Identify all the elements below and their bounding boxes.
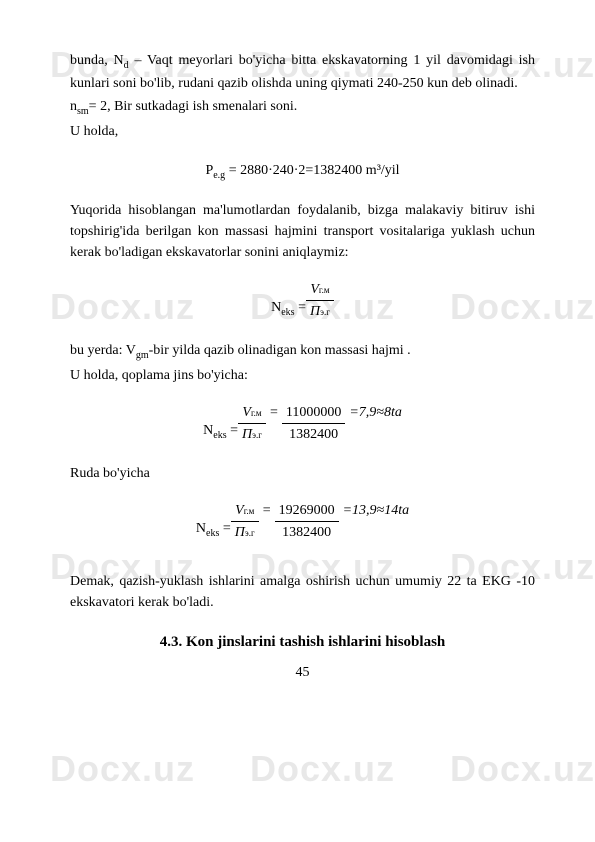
- paragraph-8: Demak, qazish-yuklash ishlarini amalga o…: [70, 571, 535, 613]
- formula-3: Neks = Vг.м Пэ.г = 11000000 1382400 =7,9…: [70, 402, 535, 445]
- paragraph-6: U holda, qoplama jins bo'yicha:: [70, 365, 535, 386]
- section-title: 4.3. Kon jinslarini tashish ishlarini hi…: [70, 631, 535, 654]
- paragraph-1: bunda, Nd – Vaqt meyorlari bo'yicha bitt…: [70, 50, 535, 94]
- formula-2: Neks = Vг.м Пэ.г: [70, 279, 535, 322]
- page-number: 45: [70, 662, 535, 683]
- paragraph-5: bu yerda: Vgm-bir yilda qazib olinadigan…: [70, 340, 535, 363]
- paragraph-4: Yuqorida hisoblangan ma'lumotlardan foyd…: [70, 200, 535, 263]
- paragraph-7: Ruda bo'yicha: [70, 463, 535, 484]
- watermark: Docx.uz: [250, 742, 395, 796]
- watermark: Docx.uz: [50, 742, 195, 796]
- watermark: Docx.uz: [450, 742, 595, 796]
- formula-4: Neks = Vг.м Пэ.г = 19269000 1382400 =13,…: [70, 500, 535, 543]
- paragraph-3: U holda,: [70, 121, 535, 142]
- paragraph-2: nsm= 2, Bir sutkadagi ish smenalari soni…: [70, 96, 535, 119]
- formula-1: Pe.g = 2880·240·2=1382400 m³/yil: [70, 160, 535, 183]
